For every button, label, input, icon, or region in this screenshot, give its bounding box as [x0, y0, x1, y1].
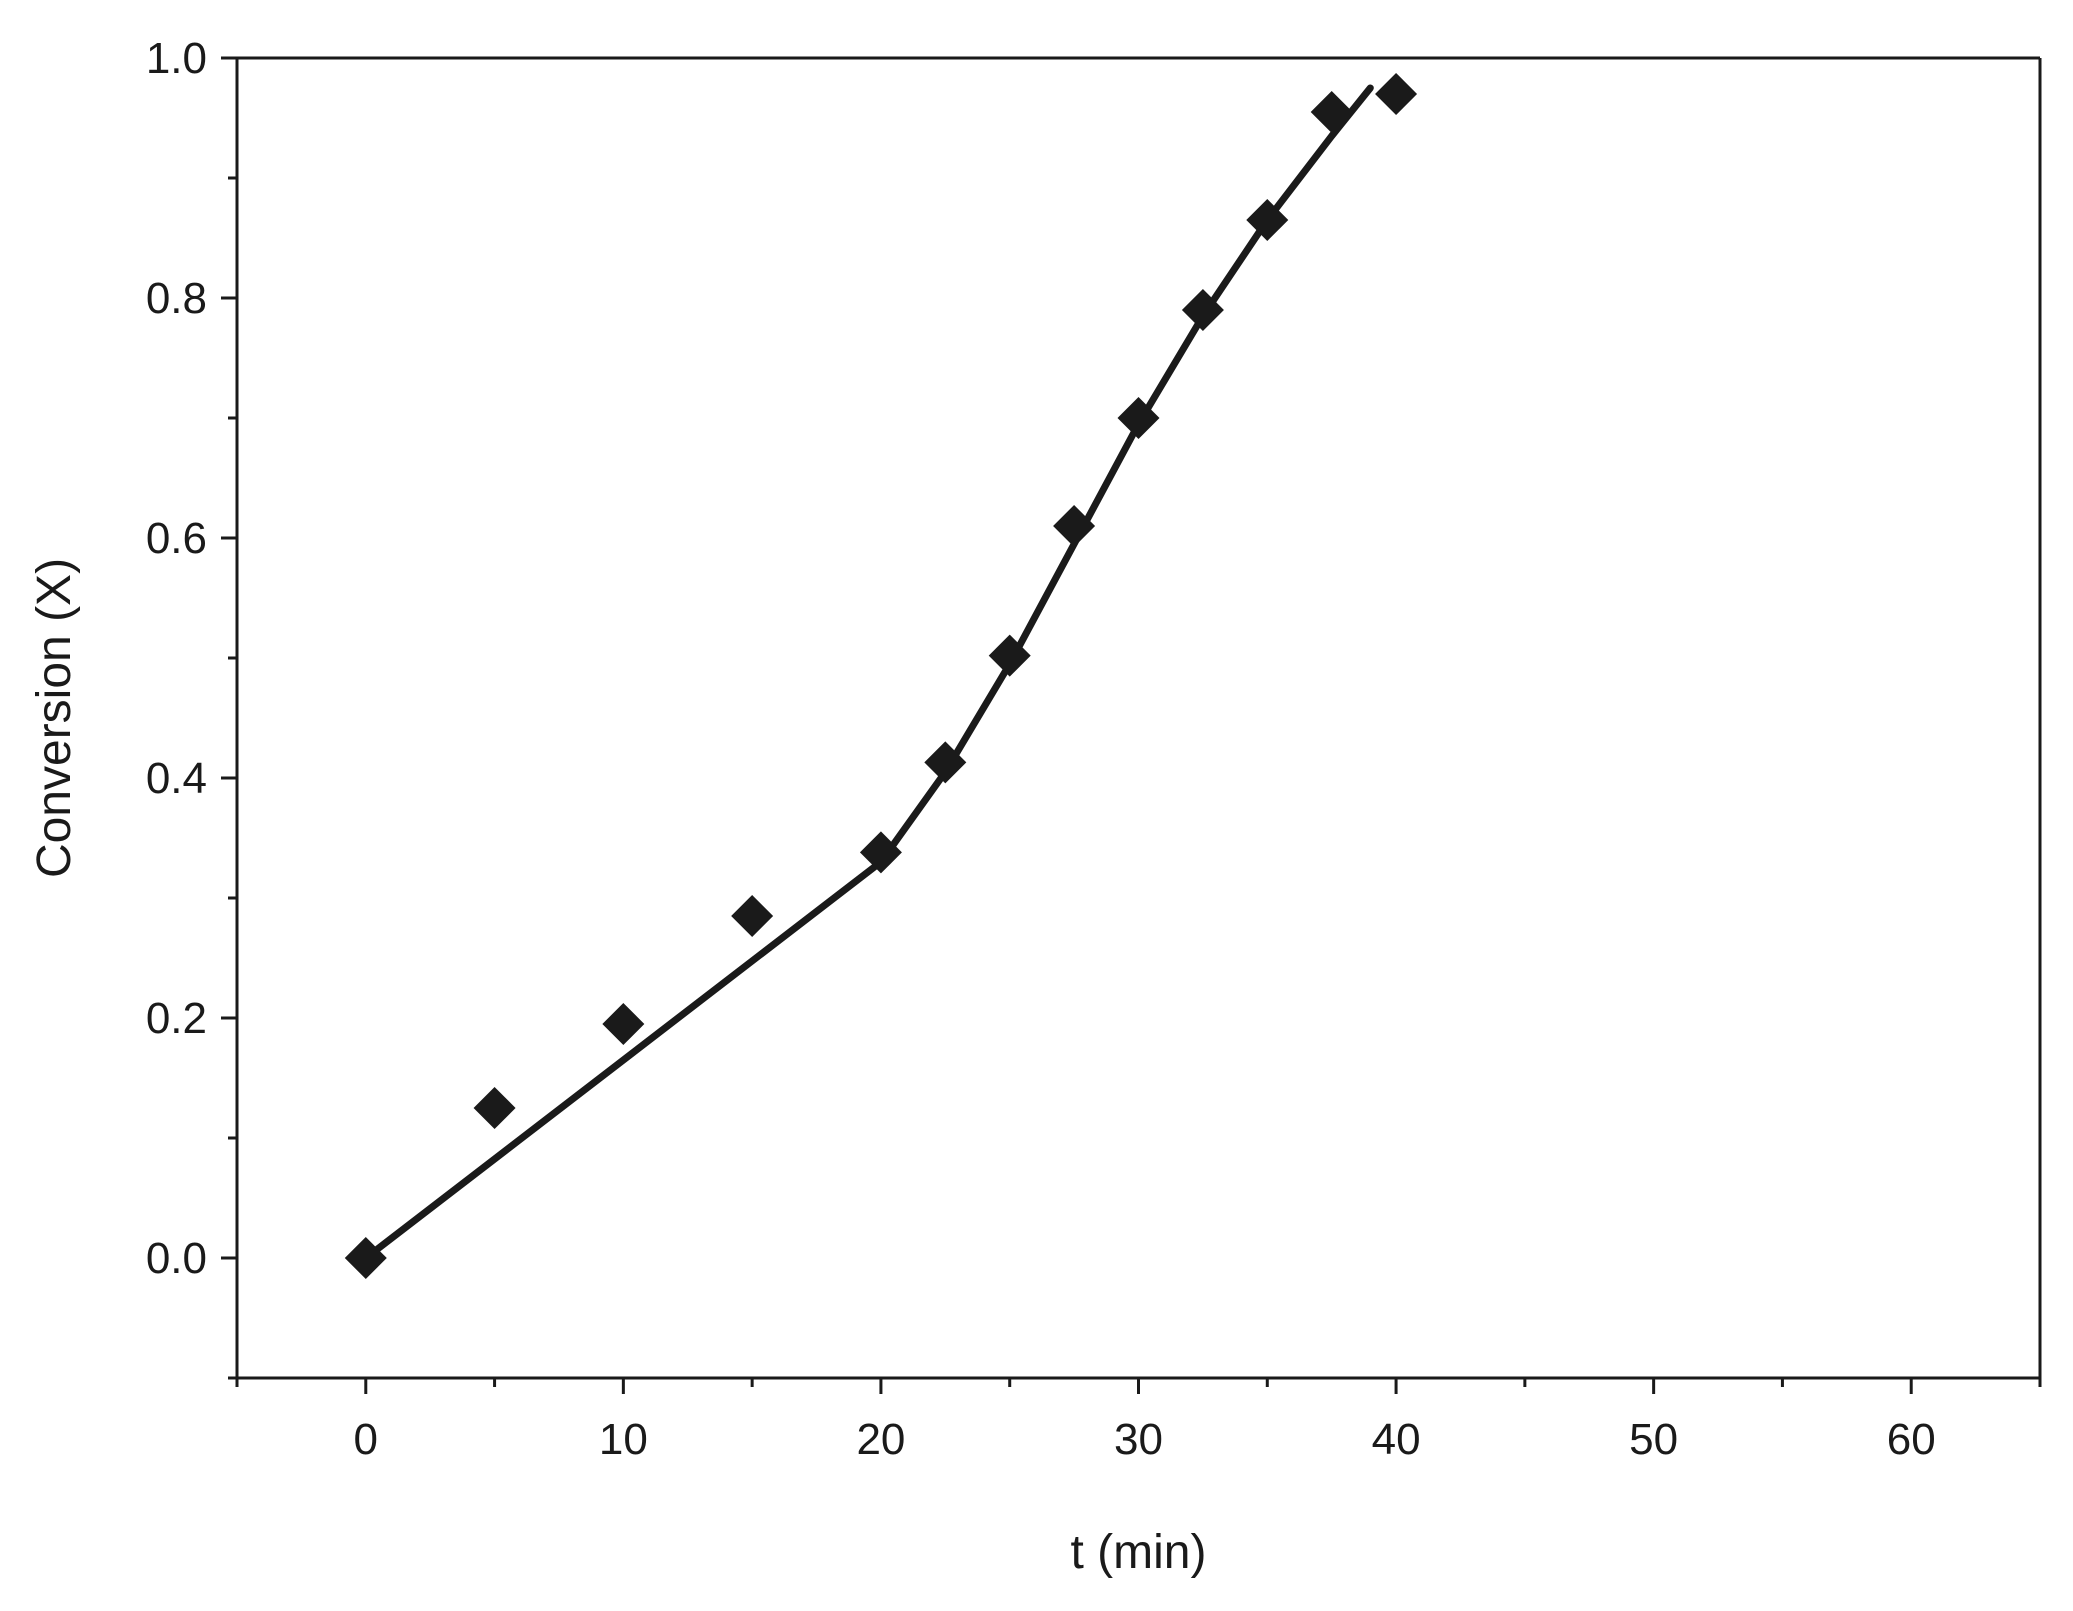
data-point: [473, 1087, 516, 1129]
y-tick-label: 0.0: [146, 1234, 207, 1283]
y-tick-label: 0.2: [146, 994, 207, 1043]
data-point: [1053, 505, 1096, 547]
data-point: [1310, 91, 1353, 133]
axes: [235, 56, 2042, 1380]
data-point: [1246, 199, 1289, 241]
y-axis-title: Conversion (X): [28, 558, 81, 878]
y-tick-label: 1.0: [146, 34, 207, 83]
x-tick-label: 60: [1887, 1415, 1936, 1464]
y-tick-label: 0.6: [146, 514, 207, 563]
data-point: [988, 634, 1031, 677]
data-point: [731, 895, 774, 937]
fit-line: [362, 84, 1374, 1262]
data-point: [859, 831, 902, 874]
x-tick-label: 40: [1372, 1415, 1421, 1464]
y-tick-label: 0.4: [146, 754, 207, 803]
axis-ticks: 0 10 20 30 40 50 60 0.0 0.2 0.4 0.6 0.8 1.0: [146, 34, 2042, 1464]
data-point: [1375, 73, 1418, 115]
x-tick-label: 20: [856, 1415, 905, 1464]
fit-line-layer: [362, 84, 1374, 1262]
y-tick-label: 0.8: [146, 274, 207, 323]
data-point: [344, 1237, 387, 1279]
x-tick-label: 0: [354, 1415, 378, 1464]
data-point: [1181, 289, 1224, 331]
data-point: [602, 1003, 645, 1045]
x-tick-label: 10: [599, 1415, 648, 1464]
data-points: [344, 73, 1418, 1279]
x-tick-label: 50: [1629, 1415, 1678, 1464]
x-tick-label: 30: [1114, 1415, 1163, 1464]
x-axis-title: t (min): [1071, 1526, 1207, 1579]
data-point: [924, 741, 967, 784]
data-point: [1117, 397, 1160, 439]
